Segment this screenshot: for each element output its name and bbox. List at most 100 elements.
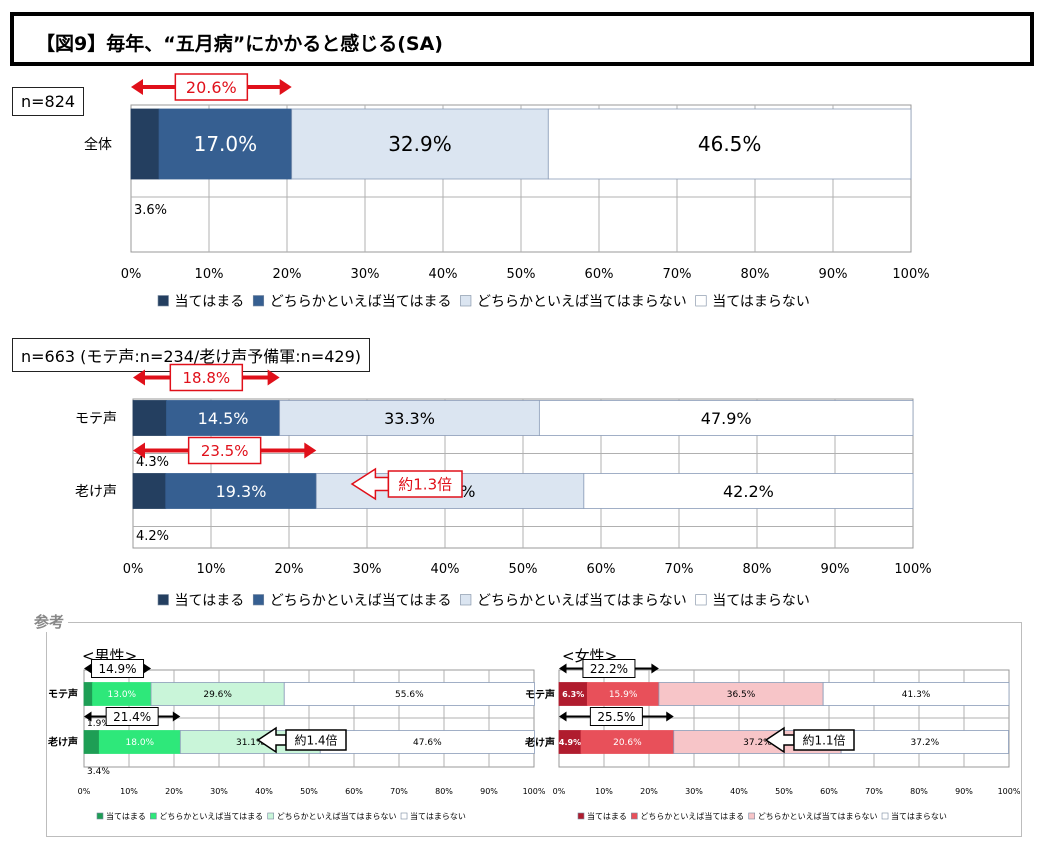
panel3-legend-label: どちらかといえば当てはまらない: [277, 811, 397, 821]
panel2-data-label: 33.3%: [384, 409, 435, 428]
panel3-legend-swatch: [400, 812, 408, 820]
panel4-legend-label: 当てはまらない: [891, 811, 947, 821]
panel4-tick-label: 100%: [998, 787, 1021, 796]
panel2-legend-swatch: [252, 594, 265, 606]
panel2-tick-label: 100%: [894, 562, 931, 577]
panel1-tick-label: 90%: [819, 267, 848, 282]
panel1-tick-label: 50%: [507, 267, 536, 282]
panel2-bar-segment: [132, 473, 167, 509]
panel4-range-arrow-head-left: [559, 711, 567, 722]
panel2-bar-segment: [279, 400, 540, 436]
panel4-tick-label: 20%: [640, 787, 658, 796]
panel4-legend-label: どちらかといえば当てはまらない: [758, 811, 878, 821]
panel3-first-segment-label: 3.4%: [87, 767, 110, 777]
panel4-data-label: 36.5%: [727, 690, 756, 700]
panel4-range-arrow-head-right: [651, 663, 659, 674]
panel2-combined-value: 18.8%: [182, 369, 230, 387]
panel3-tick-label: 50%: [300, 787, 318, 796]
panel1-tick-label: 60%: [585, 267, 614, 282]
panel2-bar-segment: [165, 473, 317, 509]
panel4-bar-segment: [822, 682, 1010, 706]
panel1-combined-value: 20.6%: [186, 78, 237, 97]
panel4-combined-value: 25.5%: [597, 710, 635, 724]
panel4-data-label: 20.6%: [613, 738, 642, 748]
panel4-tick-label: 10%: [595, 787, 613, 796]
panel4-legend-swatch: [577, 812, 585, 820]
panel3-tick-label: 30%: [210, 787, 228, 796]
panel3-data-label: 47.6%: [413, 738, 442, 748]
panel1-range-arrow-head-right: [279, 79, 292, 95]
panel3-legend-swatch: [150, 812, 157, 820]
panel2-legend-swatch: [157, 594, 169, 606]
panel1-legend-label: どちらかといえば当てはまる: [270, 294, 452, 310]
sample-size-label-total: n=824: [12, 87, 85, 116]
panel2-data-label: 42.2%: [723, 482, 774, 501]
panel4-tick-label: 50%: [775, 787, 793, 796]
panel2-range-arrow-head-left: [133, 442, 145, 459]
panel1-tick-label: 40%: [429, 267, 458, 282]
panel3-tick-label: 20%: [165, 787, 183, 796]
panel4-legend-swatch: [881, 812, 889, 820]
panel2-tick-label: 40%: [431, 562, 460, 577]
panel3-range-arrow-head-left: [84, 711, 92, 722]
panel1-bar-segment: [547, 108, 912, 180]
panel1-legend-swatch: [460, 295, 472, 307]
panel2-legend-label: どちらかといえば当てはまらない: [477, 593, 687, 609]
panel3-combined-value: 21.4%: [113, 710, 151, 724]
panel2-first-segment-label: 4.2%: [136, 529, 169, 544]
panel2-legend-label: 当てはまる: [175, 593, 245, 609]
panel3-bar-segment: [83, 730, 100, 754]
panel1-data-label: 32.9%: [388, 132, 452, 156]
panel3-combined-value: 14.9%: [98, 662, 136, 676]
panel2-range-arrow-head-left: [133, 369, 145, 386]
panel3-tick-label: 90%: [480, 787, 498, 796]
panel1-legend-label: 当てはまる: [175, 294, 245, 310]
panel2-data-label: 47.9%: [701, 409, 752, 428]
panel3-category-label: 老け声: [47, 736, 78, 749]
panel2-tick-label: 0%: [123, 562, 144, 577]
panel4-category-label: 老け声: [524, 736, 555, 749]
panel4-data-label: 6.3%: [562, 690, 584, 699]
panel3-legend-swatch: [96, 812, 104, 820]
panel2-ratio-box: [387, 470, 463, 498]
panel4-data-label: 37.2%: [743, 738, 772, 748]
panel2-combined-value-box: [169, 363, 244, 392]
panel2-data-label: 19.3%: [216, 482, 267, 501]
panel3-ratio-value: 約1.4倍: [294, 732, 337, 747]
panel1-tick-label: 80%: [741, 267, 770, 282]
panel1-range-arrow-head-left: [131, 79, 143, 95]
panel4-tick-label: 80%: [910, 787, 928, 796]
panel3-range-arrow-head-left: [84, 663, 92, 674]
panel2-combined-value-box: [187, 436, 262, 465]
panel4-range-arrow-head-right: [666, 711, 674, 722]
panel1-legend-swatch: [252, 295, 265, 307]
figure-title-box: 【図9】毎年、“五月病”にかかると感じる(SA): [10, 12, 1034, 66]
panel3-legend-label: 当てはまらない: [410, 811, 466, 821]
panel3-data-label: 31.1%: [236, 738, 265, 748]
panel4-tick-label: 90%: [955, 787, 973, 796]
panel2-tick-label: 70%: [665, 562, 694, 577]
panel1-legend-swatch: [157, 295, 169, 307]
panel2-tick-label: 10%: [197, 562, 226, 577]
panel1-legend-label: 当てはまらない: [712, 294, 810, 310]
panel1-tick-label: 70%: [663, 267, 692, 282]
panel2-category-label: 老け声: [75, 484, 117, 500]
panel3-tick-label: 70%: [390, 787, 408, 796]
panel4-category-label: モテ声: [525, 688, 555, 701]
panel1-tick-label: 30%: [351, 267, 380, 282]
panel2-range-arrow-head-right: [267, 369, 280, 386]
panel1-tick-label: 20%: [273, 267, 302, 282]
panel3-data-label: 55.6%: [395, 690, 424, 700]
panel1-bar-segment: [130, 108, 160, 180]
panel2-bar-segment: [583, 473, 914, 509]
panel4-data-label: 15.9%: [609, 690, 638, 700]
panel4-legend-label: どちらかといえば当てはまる: [640, 811, 744, 821]
panel1-bar-segment: [158, 108, 293, 180]
panel3-data-label: 29.6%: [203, 690, 232, 700]
panel4-tick-label: 30%: [685, 787, 703, 796]
panel4-combined-value-box: [589, 707, 643, 726]
panel3-bar-segment: [283, 682, 535, 706]
panel2-legend-swatch: [460, 594, 472, 606]
panel4-legend-label: 当てはまる: [587, 811, 627, 821]
